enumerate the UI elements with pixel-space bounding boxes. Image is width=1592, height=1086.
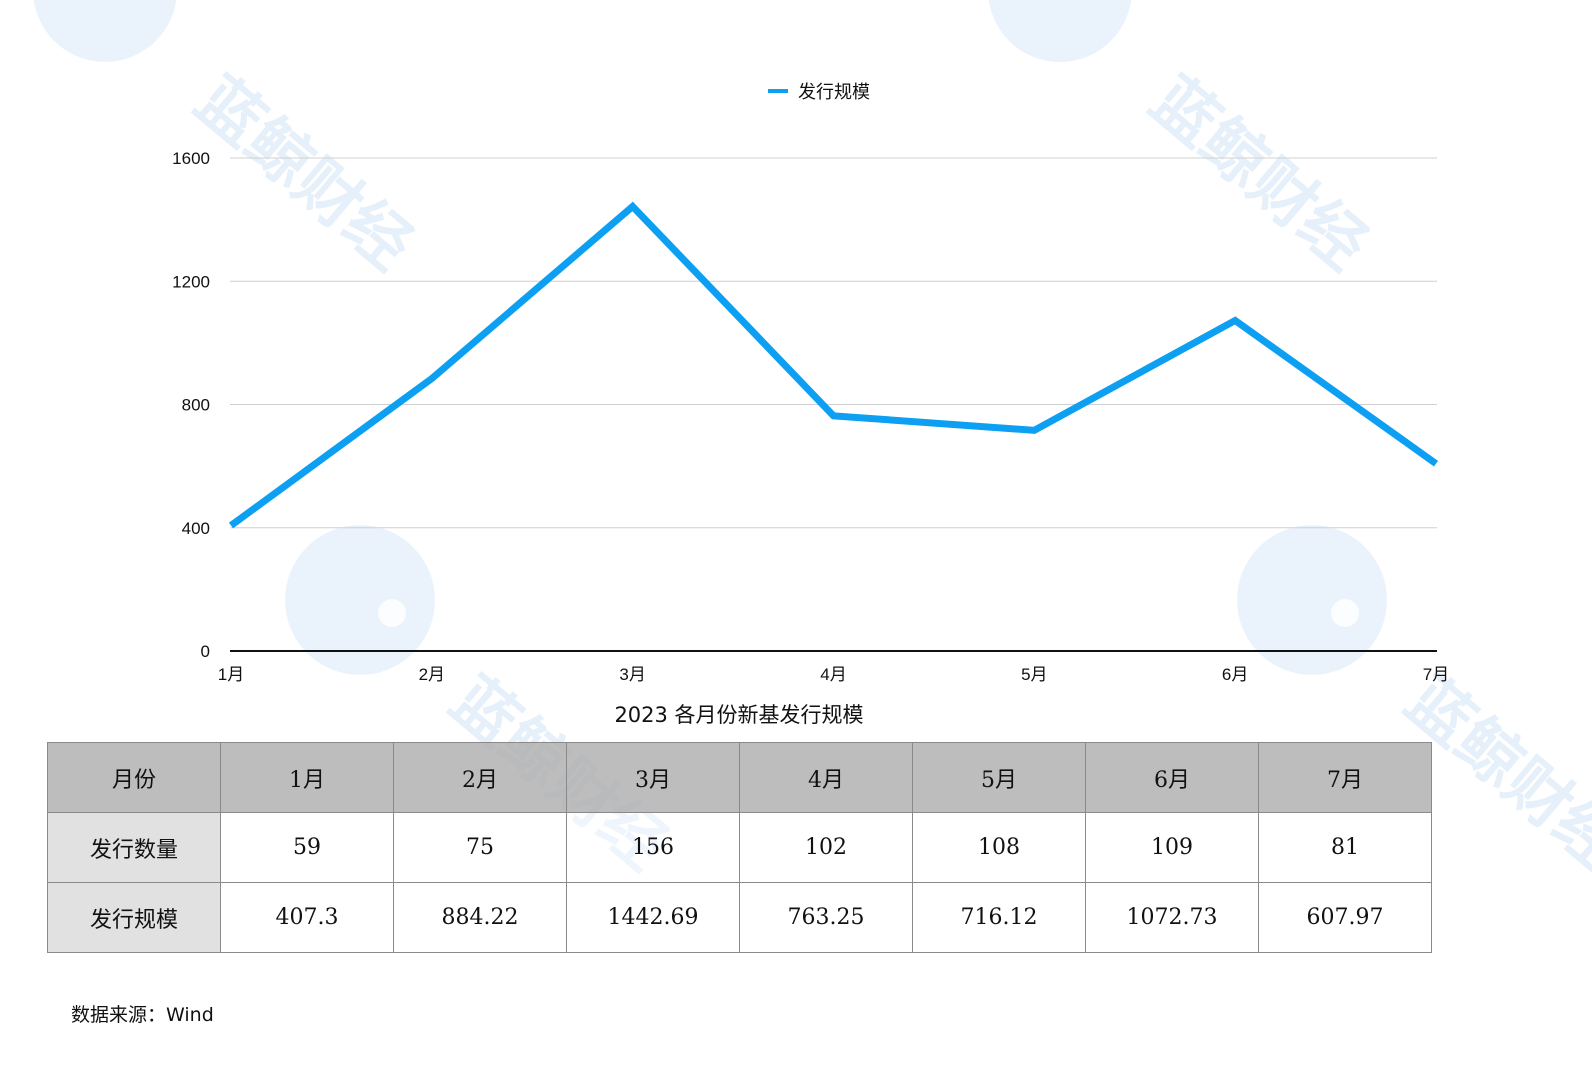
watermark-text: 蓝鲸财经: [1137, 63, 1381, 284]
x-tick-label: 1月: [218, 665, 244, 684]
table-header-cell: 2月: [393, 742, 567, 813]
y-tick-label: 400: [182, 519, 210, 538]
data-table: 月份 1月 2月 3月 4月 5月 6月 7月 发行数量 59 75 156 1…: [47, 742, 1432, 953]
series-line: [228, 201, 1439, 529]
y-tick-label: 800: [182, 396, 210, 415]
table-cell: 102: [739, 812, 913, 883]
y-tick-label: 0: [201, 642, 210, 661]
legend-label: 发行规模: [798, 82, 870, 103]
table-header-cell: 4月: [739, 742, 913, 813]
table-header-cell: 7月: [1258, 742, 1432, 813]
table-cell: 75: [393, 812, 567, 883]
x-tick-label: 3月: [619, 665, 645, 684]
table-cell: 109: [1085, 812, 1259, 883]
table-cell: 1442.69: [566, 882, 740, 953]
table-cell: 1072.73: [1085, 882, 1259, 953]
x-tick-label: 5月: [1021, 665, 1047, 684]
series-layer: [228, 201, 1439, 529]
x-axis-ticks: 1月 2月 3月 4月 5月 6月 7月: [218, 665, 1449, 684]
chart-title: 2023 各月份新基发行规模: [614, 703, 863, 727]
table-header-label: 月份: [47, 742, 221, 813]
x-tick-label: 4月: [820, 665, 846, 684]
table-row: 发行数量 59 75 156 102 108 109 81: [47, 812, 1432, 883]
watermark-text: 蓝鲸财经: [182, 63, 426, 284]
y-tick-label: 1600: [172, 149, 210, 168]
table-row-label: 发行规模: [47, 882, 221, 953]
table-cell: 607.97: [1258, 882, 1432, 953]
table-cell: 108: [912, 812, 1086, 883]
watermark-group: [33, 0, 1387, 675]
table-header-row: 月份 1月 2月 3月 4月 5月 6月 7月: [47, 742, 1432, 813]
table-cell: 81: [1258, 812, 1432, 883]
x-tick-label: 6月: [1222, 665, 1248, 684]
y-axis-ticks: 0 400 800 1200 1600: [172, 149, 210, 661]
table-header-cell: 3月: [566, 742, 740, 813]
table-row: 发行规模 407.3 884.22 1442.69 763.25 716.12 …: [47, 882, 1432, 953]
table-cell: 763.25: [739, 882, 913, 953]
table-header-cell: 5月: [912, 742, 1086, 813]
table-cell: 884.22: [393, 882, 567, 953]
table-cell: 59: [220, 812, 394, 883]
table-cell: 716.12: [912, 882, 1086, 953]
data-source-note: 数据来源：Wind: [71, 1004, 214, 1026]
y-tick-label: 1200: [172, 272, 210, 291]
legend: 发行规模: [768, 82, 870, 103]
x-tick-label: 2月: [419, 665, 445, 684]
table-header-cell: 6月: [1085, 742, 1259, 813]
gridlines: [230, 157, 1437, 529]
table-row-label: 发行数量: [47, 812, 221, 883]
table-cell: 407.3: [220, 882, 394, 953]
x-tick-label: 7月: [1423, 665, 1449, 684]
table-cell: 156: [566, 812, 740, 883]
table-header-cell: 1月: [220, 742, 394, 813]
